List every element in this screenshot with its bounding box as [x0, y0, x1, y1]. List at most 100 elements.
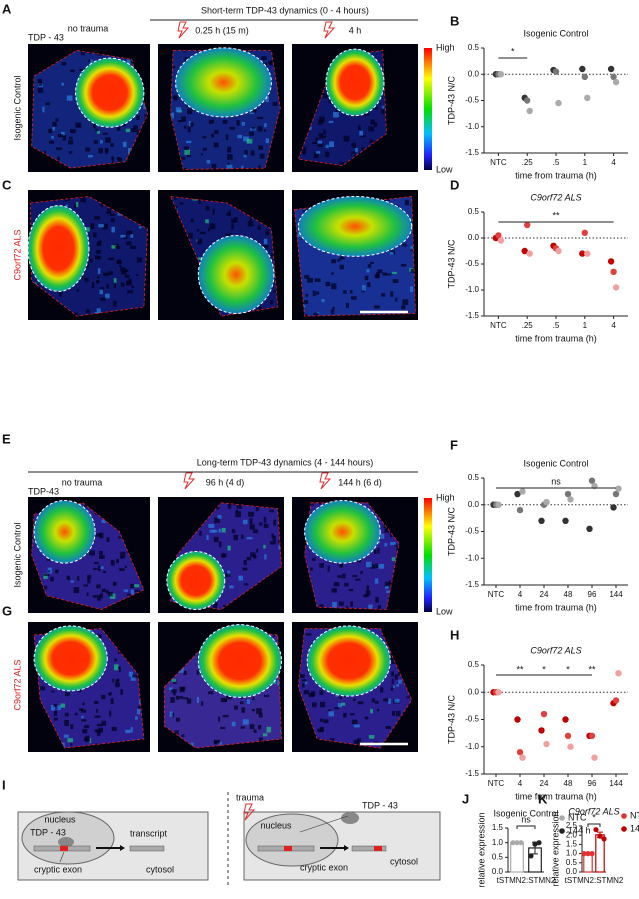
speckle	[332, 306, 335, 310]
speckle	[213, 142, 219, 148]
speckle	[309, 503, 314, 506]
speckle	[198, 257, 204, 260]
speckle	[269, 541, 276, 545]
speckle	[325, 281, 331, 287]
micrograph	[158, 622, 284, 752]
speckle	[175, 717, 180, 722]
y-tick-label: 0.5	[468, 43, 480, 52]
speckle	[38, 80, 43, 86]
speckle	[264, 123, 267, 128]
speckle	[351, 296, 357, 300]
speckle	[198, 198, 201, 205]
speckle	[174, 730, 179, 736]
x-tick-label: 144	[609, 779, 623, 788]
speckle	[270, 299, 273, 305]
replicate-point	[514, 840, 520, 846]
speckle	[200, 701, 204, 706]
speckle	[227, 154, 233, 160]
speckle	[351, 151, 356, 157]
micrograph	[158, 190, 284, 320]
speckle	[113, 300, 117, 307]
data-point	[615, 669, 622, 677]
speckle	[329, 738, 335, 741]
speckle	[218, 541, 222, 548]
speckle	[341, 702, 346, 706]
speckle	[333, 111, 339, 118]
speckle	[208, 691, 214, 695]
speckle	[337, 575, 343, 578]
speckle	[66, 575, 71, 581]
speckle	[272, 634, 276, 638]
speckle	[395, 297, 398, 302]
speckle	[319, 604, 324, 608]
speckle	[95, 128, 98, 132]
speckle	[186, 698, 192, 704]
speckle	[307, 277, 311, 283]
speckle	[88, 738, 92, 743]
panel-a: A Short-term TDP-43 dynamics (0 - 4 hour…	[2, 1, 455, 174]
speckle	[81, 719, 87, 722]
speckle	[70, 580, 75, 583]
y-axis-label: relative expression	[476, 812, 486, 887]
speckle	[98, 565, 101, 572]
speckle	[70, 724, 74, 730]
bar	[583, 852, 593, 873]
speckle	[212, 529, 218, 533]
y-tick-label: 0.0	[492, 867, 504, 876]
speckle	[124, 274, 130, 278]
speckle	[249, 524, 255, 530]
speckle	[150, 725, 153, 729]
protein-shape	[58, 837, 74, 847]
speckle	[116, 558, 119, 564]
speckle	[218, 716, 221, 722]
speckle	[383, 524, 387, 529]
data-point	[526, 250, 533, 257]
speckle	[237, 134, 243, 139]
data-point	[581, 73, 588, 81]
speckle	[342, 573, 346, 579]
data-point	[612, 490, 620, 498]
trauma-icon	[183, 472, 196, 490]
speckle	[239, 701, 244, 705]
speckle	[410, 268, 415, 273]
speckle	[277, 540, 281, 544]
legend-label: 144 h	[630, 823, 639, 833]
nucleus	[28, 205, 89, 292]
speckle	[250, 552, 256, 558]
speckle	[328, 120, 334, 123]
speckle	[76, 288, 79, 293]
speckle	[351, 719, 358, 725]
speckle	[102, 132, 108, 135]
speckle	[318, 502, 322, 505]
speckle	[273, 290, 278, 293]
speckle	[104, 148, 108, 154]
y-tick-label: 2.5	[566, 821, 578, 830]
speckle	[343, 135, 350, 142]
cell-outline	[170, 50, 281, 170]
speckle	[94, 561, 99, 565]
significance: **	[552, 210, 560, 220]
nucleus-outline	[306, 625, 391, 697]
y-tick-label: 0.0	[468, 233, 480, 242]
speckle	[57, 156, 60, 161]
speckle	[390, 541, 396, 546]
speckle	[126, 241, 132, 246]
speckle	[250, 109, 257, 113]
speckle	[303, 690, 309, 695]
speckle	[394, 698, 400, 703]
speckle	[102, 570, 107, 574]
speckle	[52, 126, 55, 131]
speckle	[183, 50, 187, 53]
speckle	[114, 658, 117, 662]
speckle	[402, 243, 407, 247]
speckle	[390, 291, 394, 297]
speckle	[259, 522, 263, 526]
y-tick-label: 0.5	[492, 852, 504, 861]
speckle	[325, 151, 330, 158]
speckle	[96, 533, 102, 537]
speckle	[106, 590, 110, 594]
speckle	[170, 112, 175, 119]
speckle	[168, 687, 173, 691]
speckle	[96, 723, 103, 727]
